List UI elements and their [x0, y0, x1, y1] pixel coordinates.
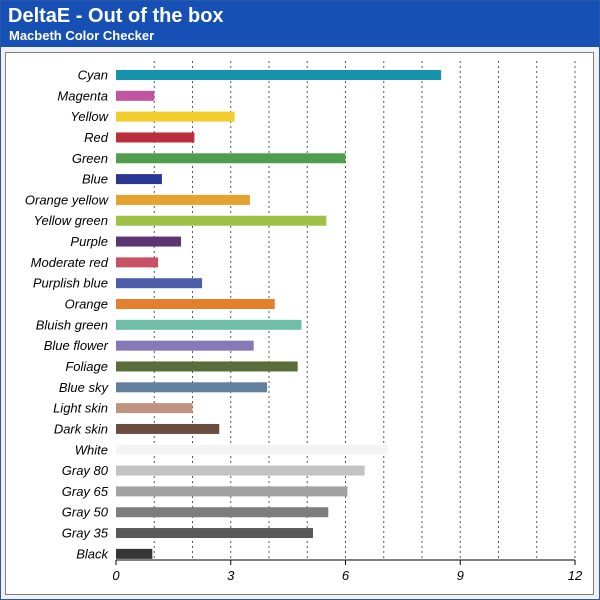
x-tick-label: 12	[568, 568, 583, 583]
category-label: Moderate red	[31, 255, 109, 270]
category-label: Dark skin	[54, 421, 108, 436]
bar	[116, 528, 313, 539]
category-label: Yellow	[70, 109, 109, 124]
bar	[116, 340, 254, 351]
bar	[116, 299, 275, 310]
bar	[116, 548, 153, 559]
x-tick-label: 0	[112, 568, 120, 583]
bar	[116, 423, 220, 434]
bar	[116, 278, 203, 289]
category-label: Cyan	[78, 68, 108, 83]
bar	[116, 90, 155, 101]
category-label: White	[75, 442, 108, 457]
category-label: Orange	[65, 297, 108, 312]
category-label: Green	[72, 151, 108, 166]
category-label: Yellow green	[34, 213, 108, 228]
bar	[116, 132, 195, 143]
category-label: Black	[76, 546, 109, 561]
bar	[116, 215, 327, 226]
chart-subtitle: Macbeth Color Checker	[9, 28, 155, 43]
category-label: Blue flower	[44, 338, 109, 353]
plot-area: Cyan Magenta Yellow Red Green Blue Orange yell…	[5, 52, 594, 595]
category-label: Gray 35	[62, 526, 109, 541]
chart-header: DeltaE - Out of the box Macbeth Color Ch…	[1, 1, 599, 47]
category-label: Gray 80	[62, 463, 109, 478]
category-label: Gray 50	[62, 505, 109, 520]
bar	[116, 70, 442, 80]
bar	[116, 257, 159, 268]
category-label: Light skin	[53, 401, 108, 416]
bar	[116, 403, 193, 414]
chart-title: DeltaE - Out of the box	[8, 5, 224, 27]
x-tick-label: 3	[227, 568, 235, 583]
bar	[116, 444, 388, 455]
category-label: Bluish green	[36, 317, 108, 332]
bar	[116, 465, 365, 476]
category-label: Red	[84, 130, 109, 145]
bar	[116, 507, 329, 518]
category-label: Blue sky	[59, 380, 110, 395]
x-tick-label: 6	[342, 568, 350, 583]
category-label: Gray 65	[62, 484, 109, 499]
bar	[116, 361, 298, 372]
bar	[116, 111, 235, 122]
bar	[116, 486, 348, 497]
x-tick-label: 9	[457, 568, 464, 583]
category-label: Purple	[70, 234, 108, 249]
bar	[116, 153, 346, 164]
bar	[116, 174, 162, 185]
category-label: Blue	[82, 172, 108, 187]
bar	[116, 194, 250, 205]
bar	[116, 236, 182, 247]
category-label: Foliage	[65, 359, 108, 374]
bar-chart: Cyan Magenta Yellow Red Green Blue Orange yell…	[25, 61, 583, 583]
category-label: Magenta	[57, 88, 108, 103]
category-label: Orange yellow	[25, 192, 110, 207]
bar	[116, 382, 268, 393]
category-label: Purplish blue	[33, 276, 108, 291]
bar	[116, 319, 302, 330]
